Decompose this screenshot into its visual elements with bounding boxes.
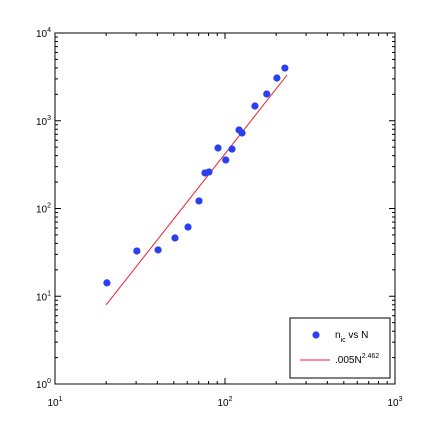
- tick-exponent: 2: [47, 203, 51, 210]
- tick-exponent: 3: [47, 115, 51, 122]
- legend-name: n: [335, 330, 341, 341]
- tick-base: 10: [36, 117, 48, 128]
- tick-exponent: 1: [47, 290, 51, 297]
- tick-exponent: 0: [47, 378, 51, 385]
- tick-label: 102: [36, 203, 51, 216]
- legend-sub: ic: [341, 337, 347, 344]
- tick-base: 10: [387, 398, 399, 409]
- tick-base: 10: [217, 398, 229, 409]
- point: [103, 279, 111, 287]
- legend-rest: vs N: [346, 330, 369, 341]
- point: [281, 64, 289, 72]
- tick-label: 101: [36, 290, 51, 303]
- tick-base: 10: [36, 292, 48, 303]
- tick-base: 10: [36, 380, 48, 391]
- fit-line: [105, 74, 288, 306]
- point: [263, 90, 271, 98]
- legend-name: .005N: [335, 355, 362, 366]
- point: [251, 102, 259, 110]
- tick-label: 103: [387, 396, 402, 409]
- tick-base: 10: [36, 205, 48, 216]
- point: [214, 144, 222, 152]
- tick-label: 102: [217, 396, 232, 409]
- point: [195, 197, 203, 205]
- point: [205, 168, 213, 176]
- tick-label: 103: [36, 115, 51, 128]
- legend-box: [289, 317, 391, 379]
- point: [238, 129, 246, 137]
- point: [222, 156, 230, 164]
- tick-exponent: 2: [229, 396, 233, 403]
- tick-exponent: 4: [47, 27, 51, 34]
- point: [184, 223, 192, 231]
- legend-label: nic vs N: [335, 330, 368, 344]
- tick-label: 101: [47, 396, 62, 409]
- point: [154, 246, 162, 254]
- tick-exponent: 3: [399, 396, 403, 403]
- point: [133, 247, 141, 255]
- tick-exponent: 1: [59, 396, 63, 403]
- legend-label: .005N2.462: [335, 353, 379, 366]
- point: [171, 234, 179, 242]
- tick-base: 10: [47, 398, 59, 409]
- point: [228, 145, 236, 153]
- tick-base: 10: [36, 29, 48, 40]
- tick-label: 100: [36, 378, 51, 391]
- tick-label: 104: [36, 27, 51, 40]
- legend-sup: 2.462: [362, 353, 380, 360]
- legend-marker: [312, 331, 320, 339]
- point: [273, 74, 281, 82]
